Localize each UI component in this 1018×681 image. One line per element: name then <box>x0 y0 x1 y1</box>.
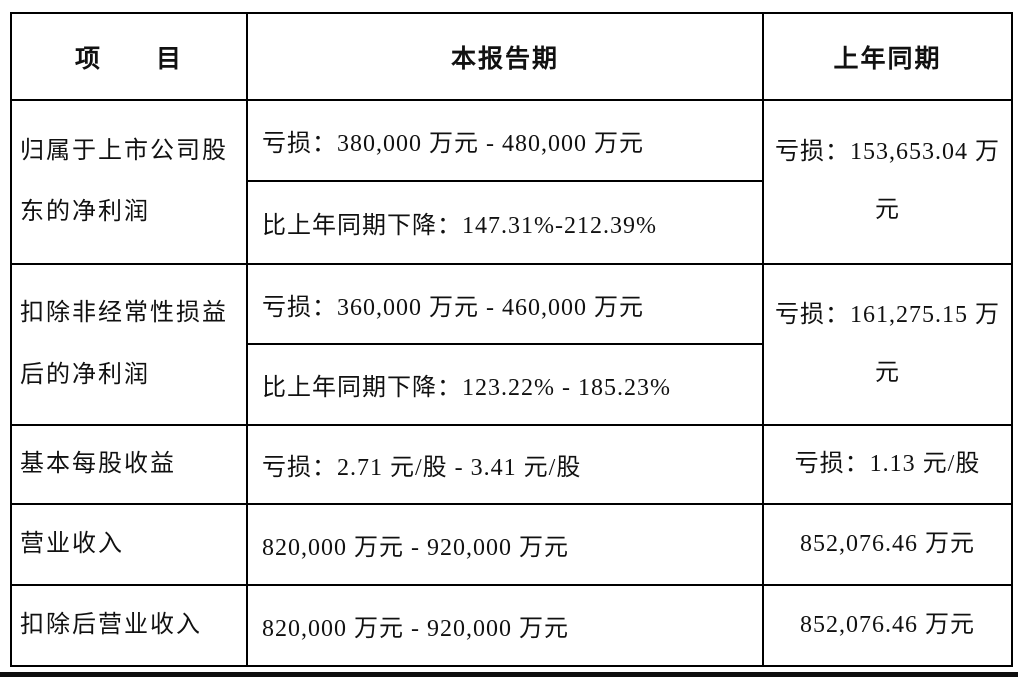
net-profit-prior: 亏损：153,653.04 万元 <box>762 99 1013 265</box>
net-profit-excl-current-change: 比上年同期下降：123.22% - 185.23% <box>246 343 764 426</box>
revenue-current: 820,000 万元 - 920,000 万元 <box>246 503 764 586</box>
table-row: 比上年同期下降：147.31%-212.39% <box>11 180 1012 265</box>
header-prior-period: 上年同期 <box>762 12 1013 101</box>
eps-current: 亏损：2.71 元/股 - 3.41 元/股 <box>246 424 764 505</box>
revenue-after-deduction-prior: 852,076.46 万元 <box>762 584 1013 667</box>
net-profit-excl-prior: 亏损：161,275.15 万元 <box>762 263 1013 426</box>
table-row: 扣除后营业收入 820,000 万元 - 920,000 万元 852,076.… <box>10 584 1013 667</box>
eps-prior: 亏损：1.13 元/股 <box>762 424 1013 505</box>
table-row: 基本每股收益 亏损：2.71 元/股 - 3.41 元/股 亏损：1.13 元/… <box>10 424 1013 505</box>
row-label-net-profit-excl: 扣除非经常性损益后的净利润 <box>10 263 248 426</box>
row-label-net-profit: 归属于上市公司股东的净利润 <box>10 99 248 265</box>
header-current-period: 本报告期 <box>246 12 764 101</box>
table-row: 比上年同期下降：123.22% - 185.23% <box>11 343 1012 426</box>
table-row: 归属于上市公司股东的净利润 亏损：380,000 万元 - 480,000 万元… <box>10 99 1013 265</box>
header-item: 项 目 <box>10 12 248 101</box>
row-label-eps: 基本每股收益 <box>10 424 248 505</box>
table-row: 扣除非经常性损益后的净利润 亏损：360,000 万元 - 460,000 万元… <box>10 263 1013 426</box>
row-label-revenue: 营业收入 <box>10 503 248 586</box>
net-profit-current-loss: 亏损：380,000 万元 - 480,000 万元 <box>246 99 764 182</box>
net-profit-current-change: 比上年同期下降：147.31%-212.39% <box>246 180 764 265</box>
net-profit-excl-current-loss: 亏损：360,000 万元 - 460,000 万元 <box>246 263 764 345</box>
revenue-prior: 852,076.46 万元 <box>762 503 1013 586</box>
revenue-after-deduction-current: 820,000 万元 - 920,000 万元 <box>246 584 764 667</box>
section-divider-rule <box>0 672 1018 677</box>
row-label-revenue-after-deduction: 扣除后营业收入 <box>10 584 248 667</box>
financial-summary-table: 项 目 本报告期 上年同期 归属于上市公司股东的净利润 亏损：380,000 万… <box>10 12 1013 667</box>
table-row: 营业收入 820,000 万元 - 920,000 万元 852,076.46 … <box>10 503 1013 586</box>
table-header-row: 项 目 本报告期 上年同期 <box>10 12 1013 101</box>
